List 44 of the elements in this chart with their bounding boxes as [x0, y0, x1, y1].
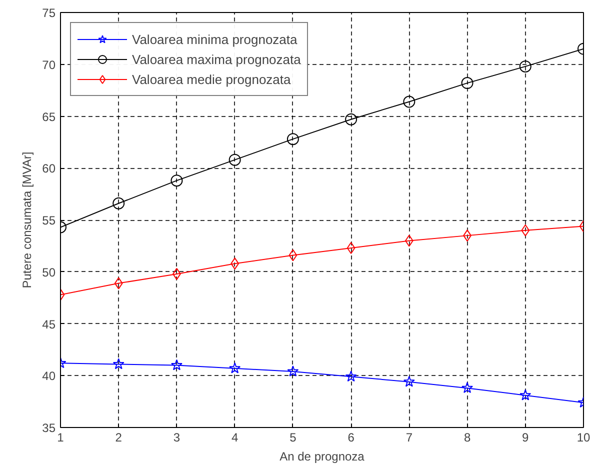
x-tick-label: 6: [348, 430, 355, 444]
point: [170, 174, 183, 187]
point: [461, 77, 474, 90]
x-tick-label: 5: [290, 430, 297, 444]
point: [286, 133, 299, 146]
point: [112, 197, 125, 210]
point: [170, 359, 182, 370]
x-tick-label: 3: [173, 430, 180, 444]
legend-label: Valoarea minima prognozata: [132, 32, 298, 46]
point: [345, 370, 357, 382]
y-tick-label: 60: [42, 162, 56, 176]
legend-label: Valoarea maxima prognozata: [132, 52, 301, 66]
point: [229, 362, 241, 374]
y-tick-label: 35: [42, 421, 56, 435]
x-tick-label: 2: [115, 430, 122, 444]
point: [519, 60, 532, 72]
x-tick-label: 8: [464, 430, 471, 444]
point: [462, 382, 474, 394]
point: [228, 154, 241, 166]
x-axis-title: An de prognoza: [280, 450, 365, 464]
point: [520, 389, 532, 400]
point: [403, 96, 416, 108]
point: [345, 113, 358, 126]
x-tick-label: 10: [576, 430, 590, 444]
y-tick-label: 50: [42, 265, 56, 280]
y-tick-label: 70: [42, 58, 56, 72]
x-tick-label: 9: [522, 430, 530, 444]
point: [346, 242, 356, 254]
x-tick-label: 7: [406, 430, 413, 444]
point: [521, 224, 530, 236]
x-tick-label: 4: [231, 430, 238, 444]
y-tick-label: 55: [42, 214, 56, 228]
point: [403, 376, 415, 387]
x-tick-label: 1: [57, 430, 64, 444]
y-tick-label: 40: [42, 369, 56, 384]
point: [287, 365, 299, 376]
y-tick-label: 75: [42, 6, 56, 20]
point: [112, 358, 124, 370]
y-tick-label: 65: [42, 110, 56, 124]
point: [114, 277, 123, 290]
legend-label: Valoarea medie prognozata: [132, 72, 291, 86]
y-axis-title: Putere consumata [MVAr]: [20, 152, 34, 288]
y-tick-label: 45: [42, 317, 56, 332]
point: [288, 249, 298, 262]
